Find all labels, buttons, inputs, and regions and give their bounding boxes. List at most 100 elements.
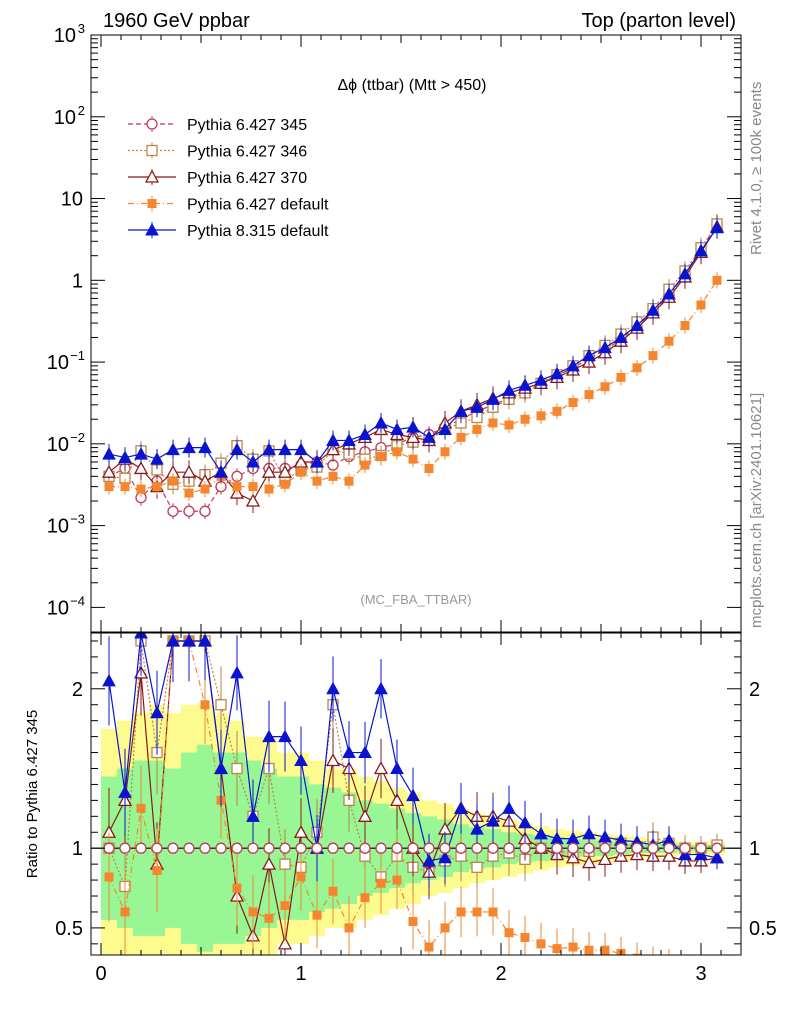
ratio-data-point — [344, 923, 354, 933]
ratio-reference-point — [631, 842, 643, 854]
ratio-reference-point — [343, 842, 355, 854]
ratio-x-tick-label: 0 — [95, 963, 106, 985]
ratio-reference-point — [199, 842, 211, 854]
data-point — [294, 442, 308, 456]
data-point — [344, 476, 354, 486]
ratio-data-point — [150, 705, 164, 719]
ratio-data-point — [278, 729, 292, 743]
data-point — [520, 414, 530, 424]
data-point — [326, 433, 340, 446]
header-right-title: Top (parton level) — [581, 10, 736, 32]
ratio-data-point — [470, 822, 484, 835]
ratio-data-point — [678, 847, 692, 861]
ratio-x-tick-label: 1 — [295, 963, 306, 985]
series-pythia-6-427-370 — [101, 214, 725, 514]
ratio-data-point — [264, 913, 274, 923]
ratio-data-point — [293, 824, 309, 838]
legend-label: Pythia 6.427 345 — [187, 117, 307, 134]
data-point — [246, 454, 260, 468]
legend-label: Pythia 8.315 default — [187, 223, 329, 240]
ratio-data-point — [488, 907, 498, 917]
legend: Pythia 6.427 345 Pythia 6.427 346 Pythia 6… — [128, 116, 329, 240]
ratio-reference-point — [647, 842, 659, 854]
data-point — [694, 243, 708, 257]
main-y-tick-label: 10 — [47, 516, 69, 538]
ratio-reference-point — [711, 842, 723, 854]
ratio-data-point — [261, 856, 277, 870]
data-point — [278, 442, 292, 456]
ratio-reference-point — [503, 842, 515, 854]
legend-label: Pythia 6.427 default — [187, 197, 329, 214]
main-y-tick-exponent: −1 — [70, 348, 85, 363]
ratio-data-point — [120, 907, 130, 917]
series-line — [108, 224, 718, 512]
main-y-tick-exponent: −2 — [70, 430, 85, 445]
ratio-y-tick-label-right: 1 — [749, 838, 760, 860]
ratio-data-point — [376, 878, 386, 888]
data-point — [200, 484, 210, 494]
ratio-data-point — [390, 761, 404, 774]
main-y-tick-label: 1 — [72, 270, 83, 292]
main-y-tick-label: 10 — [47, 434, 69, 456]
ratio-data-point — [694, 847, 708, 861]
data-point — [408, 454, 418, 464]
data-point — [664, 336, 674, 346]
ratio-reference-point — [519, 842, 531, 854]
main-chart-title: Δϕ (ttbar) (Mtt > 450) — [337, 77, 486, 94]
data-point — [454, 404, 468, 417]
ratio-reference-point — [311, 842, 323, 854]
data-point — [262, 442, 276, 456]
ratio-data-point — [279, 858, 291, 870]
ratio-data-point — [166, 633, 180, 647]
main-y-tick-label: 10 — [54, 107, 76, 129]
data-point — [696, 300, 706, 310]
legend-marker — [146, 118, 158, 130]
data-point — [502, 383, 516, 396]
ratio-data-point — [392, 875, 402, 885]
data-point — [568, 398, 578, 408]
ratio-data-point — [552, 944, 562, 954]
ratio-data-point — [118, 785, 132, 798]
data-point — [118, 450, 132, 464]
main-y-tick-exponent: 3 — [78, 21, 85, 36]
data-point — [632, 363, 642, 373]
ratio-data-point — [710, 850, 724, 864]
data-point — [550, 366, 564, 380]
main-frame — [90, 34, 742, 633]
ratio-reference-point — [567, 842, 579, 854]
data-point — [245, 493, 261, 507]
ratio-data-point — [472, 907, 482, 917]
ratio-data-point — [248, 907, 258, 917]
ratio-data-point — [389, 793, 405, 807]
data-point — [152, 482, 162, 492]
ratio-data-point — [231, 762, 243, 775]
data-point — [582, 348, 596, 362]
ratio-reference-point — [167, 842, 179, 854]
data-point — [261, 464, 277, 478]
series-pythia-6-427-default — [104, 272, 722, 502]
ratio-data-point — [104, 872, 114, 882]
series-pythia-8-315-default — [102, 217, 724, 483]
data-point — [310, 454, 324, 468]
data-point — [248, 482, 258, 492]
data-point — [646, 303, 660, 316]
ratio-data-point — [502, 801, 516, 814]
ratio-data-point — [536, 939, 546, 949]
ratio-data-point — [681, 967, 689, 975]
header-left-title: 1960 GeV ppbar — [103, 10, 250, 32]
ratio-reference-point — [183, 842, 195, 854]
data-point — [264, 484, 274, 494]
ratio-reference-point — [679, 842, 691, 854]
ratio-reference-point — [695, 842, 707, 854]
ratio-reference-point — [615, 842, 627, 854]
ratio-x-tick-label: 3 — [695, 963, 706, 985]
ratio-reference-point — [423, 842, 435, 854]
data-point — [392, 447, 402, 457]
data-point — [374, 415, 388, 429]
data-point — [230, 442, 244, 456]
ratio-data-point — [486, 814, 500, 827]
ratio-data-point — [584, 945, 594, 955]
ratio-data-point — [230, 665, 244, 679]
